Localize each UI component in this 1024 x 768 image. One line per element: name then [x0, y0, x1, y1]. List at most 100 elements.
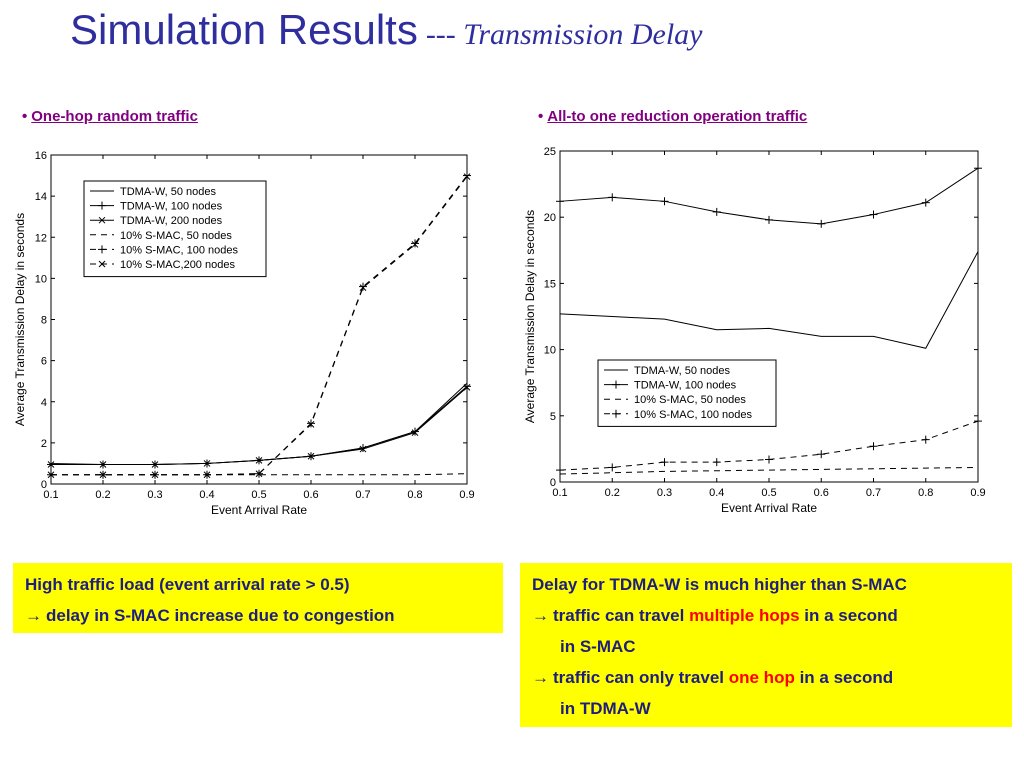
right-note-line-1: Delay for TDMA-W is much higher than S-M…: [532, 575, 907, 594]
data-point: [359, 445, 367, 453]
data-point: [463, 384, 471, 391]
data-point: [463, 173, 471, 180]
legend-marker: [98, 201, 106, 210]
legend-box: [597, 359, 777, 427]
data-point: [307, 452, 315, 460]
y-tick-label: 16: [35, 150, 47, 162]
legend-marker: [612, 409, 620, 418]
legend-box: [83, 180, 267, 278]
y-axis-label: Average Transmission Delay in seconds: [523, 210, 537, 423]
x-tick-label: 0.5: [761, 487, 776, 499]
data-point: [608, 193, 617, 202]
right-note-line-4c: in a second: [794, 668, 894, 687]
series-line: [51, 385, 468, 465]
legend-marker: [98, 216, 106, 224]
x-tick-label: 0.3: [147, 489, 162, 501]
right-bullet-heading: • All-to one reduction operation traffic: [538, 108, 807, 125]
data-point: [411, 241, 419, 248]
right-note: Delay for TDMA-W is much higher than S-M…: [520, 563, 1012, 727]
left-note: High traffic load (event arrival rate > …: [13, 563, 503, 633]
x-tick-label: 0.1: [43, 489, 58, 501]
bullet-dot-icon: •: [22, 108, 28, 125]
data-point: [411, 427, 419, 436]
series-line: [559, 251, 979, 349]
x-axis-label: Event Arrival Rate: [721, 501, 817, 515]
data-point: [712, 458, 721, 467]
data-point: [255, 456, 263, 464]
series-3: [47, 384, 471, 468]
x-tick-label: 0.2: [605, 487, 620, 499]
legend-marker: [612, 380, 620, 389]
data-point: [99, 461, 107, 468]
y-tick-label: 5: [550, 411, 556, 423]
right-note-line-2: → traffic can travel multiple hops in a s…: [532, 600, 1012, 631]
x-tick-label: 0.1: [552, 487, 567, 499]
series-line: [51, 176, 468, 476]
legend-entry-label: 10% S-MAC,200 nodes: [120, 259, 235, 271]
arrow-right-icon: →: [532, 668, 549, 687]
left-bullet-link[interactable]: One-hop random traffic: [31, 108, 198, 125]
data-point: [411, 429, 419, 436]
data-point: [47, 461, 55, 468]
x-tick-label: 0.2: [95, 489, 110, 501]
data-point: [608, 463, 617, 472]
legend-marker: [98, 260, 106, 268]
series-1: [50, 382, 468, 465]
data-point: [151, 461, 159, 468]
y-tick-label: 15: [544, 278, 556, 290]
y-tick-label: 10: [544, 345, 556, 357]
data-point: [556, 466, 564, 475]
data-point: [660, 197, 669, 206]
right-chart-svg: 0.1 0.2 0.3 0.4 0.5 0.6 0.7 0.8 0.9 0 5 10 15 20 25 Eve…: [523, 146, 986, 515]
series-line: [559, 466, 979, 475]
y-tick-label: 8: [41, 315, 47, 327]
right-note-highlight-multiple-hops: multiple hops: [689, 606, 800, 625]
data-point: [869, 442, 878, 451]
right-bullet-link[interactable]: All-to one reduction operation traffic: [547, 108, 808, 125]
y-tick-label: 4: [41, 397, 47, 409]
right-chart: 0.1 0.2 0.3 0.4 0.5 0.6 0.7 0.8 0.9 0 5 10 15 20 25 Eve…: [508, 140, 1008, 525]
right-note-line-4a: traffic can only travel: [553, 668, 729, 687]
x-tick-label: 0.9: [459, 489, 474, 501]
series-2: [556, 164, 982, 228]
data-point: [359, 284, 367, 291]
right-note-line-2c: in a second: [799, 606, 898, 625]
data-point: [463, 382, 471, 391]
chart-legend: TDMA-W, 50 nodes TDMA-W, 100 nodes 10% S-M…: [597, 359, 777, 427]
x-tick-label: 0.6: [303, 489, 318, 501]
data-point: [921, 198, 930, 207]
x-tick-label: 0.5: [251, 489, 266, 501]
series-3: [559, 466, 979, 475]
left-bullet-heading: • One-hop random traffic: [22, 108, 198, 125]
data-point: [869, 210, 878, 219]
data-point: [151, 471, 159, 479]
bullet-dot-icon: •: [538, 108, 544, 125]
right-note-line-4: → traffic can only travel one hop in a se…: [532, 662, 1012, 693]
legend-entry-label: TDMA-W, 200 nodes: [120, 215, 223, 227]
x-tick-label: 0.8: [918, 487, 933, 499]
slide-title: Simulation Results --- Transmission Delay: [70, 6, 702, 54]
legend-entry-label: TDMA-W, 100 nodes: [634, 380, 737, 392]
left-note-line-2: → delay in S-MAC increase due to congesti…: [25, 600, 503, 631]
y-tick-label: 2: [41, 438, 47, 450]
legend-marker: [98, 245, 106, 254]
y-tick-label: 12: [35, 232, 47, 244]
data-point: [921, 435, 930, 444]
x-axis-label: Event Arrival Rate: [211, 503, 307, 517]
x-tick-label: 0.7: [355, 489, 370, 501]
data-point: [203, 471, 211, 479]
data-point: [255, 470, 263, 478]
data-point: [817, 450, 826, 459]
x-tick-label: 0.9: [970, 487, 985, 499]
legend-entry-label: 10% S-MAC, 100 nodes: [634, 409, 753, 421]
data-point: [712, 207, 721, 216]
data-point: [765, 455, 773, 464]
x-tick-label: 0.6: [814, 487, 829, 499]
y-tick-label: 6: [41, 356, 47, 368]
y-tick-label: 0: [41, 479, 47, 491]
legend-entry-label: TDMA-W, 50 nodes: [120, 186, 216, 198]
y-tick-label: 14: [35, 191, 47, 203]
right-note-line-3: in S-MAC: [560, 637, 636, 656]
y-tick-label: 0: [550, 477, 556, 489]
slide-title-main: Simulation Results: [70, 6, 418, 53]
